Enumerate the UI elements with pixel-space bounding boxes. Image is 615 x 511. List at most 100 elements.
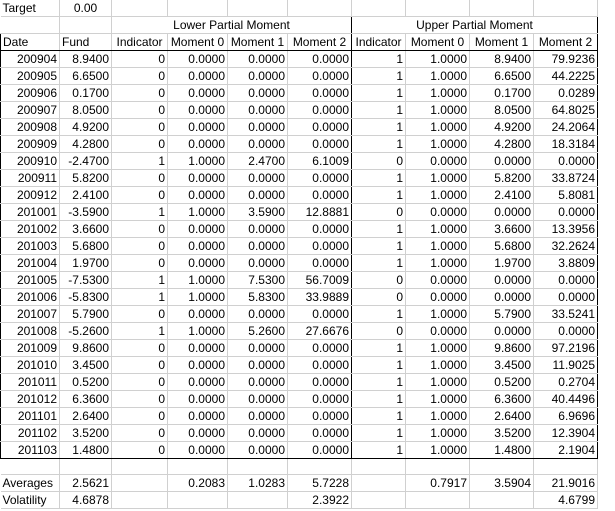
lpm-indicator-cell[interactable]: 0 bbox=[111, 84, 168, 102]
upm-moment-2-cell[interactable]: 5.8081 bbox=[533, 186, 598, 204]
fund-cell[interactable]: 0.5200 bbox=[59, 373, 112, 391]
upm-moment-0-cell[interactable]: 1.0000 bbox=[405, 169, 470, 187]
lpm-moment-0-cell[interactable]: 0.0000 bbox=[167, 441, 228, 459]
upm-moment-2-cell[interactable]: 11.9025 bbox=[533, 356, 598, 374]
fund-cell[interactable]: 8.9400 bbox=[59, 50, 112, 68]
fund-cell[interactable]: -5.8300 bbox=[59, 288, 112, 306]
lpm-indicator-cell[interactable]: 0 bbox=[111, 305, 168, 323]
lpm-moment-0-cell[interactable]: 0.0000 bbox=[167, 424, 228, 442]
date-cell[interactable]: 200906 bbox=[0, 84, 60, 102]
lpm-indicator-cell[interactable]: 1 bbox=[111, 322, 168, 340]
lpm-indicator-cell[interactable]: 0 bbox=[111, 356, 168, 374]
volatility-upm-moment-2-cell[interactable]: 4.6799 bbox=[533, 491, 598, 509]
lpm-indicator-cell[interactable]: 0 bbox=[111, 135, 168, 153]
date-cell[interactable]: 201103 bbox=[0, 441, 60, 459]
lpm-indicator-cell[interactable]: 0 bbox=[111, 50, 168, 68]
lpm-moment-1-cell[interactable]: 0.0000 bbox=[227, 118, 288, 136]
lpm-moment-1-cell[interactable]: 5.8300 bbox=[227, 288, 288, 306]
upm-moment-2-cell[interactable]: 12.3904 bbox=[533, 424, 598, 442]
empty-cell[interactable] bbox=[111, 0, 168, 17]
upm-moment-0-cell[interactable]: 1.0000 bbox=[405, 441, 470, 459]
lpm-moment-1-cell[interactable]: 2.4700 bbox=[227, 152, 288, 170]
upm-indicator-cell[interactable]: 1 bbox=[351, 390, 406, 408]
lpm-moment-2-cell[interactable]: 0.0000 bbox=[287, 135, 352, 153]
upm-moment-1-cell[interactable]: 8.9400 bbox=[469, 50, 534, 68]
date-cell[interactable]: 201101 bbox=[0, 407, 60, 425]
upm-moment-0-cell[interactable]: 1.0000 bbox=[405, 373, 470, 391]
upm-indicator-cell[interactable]: 1 bbox=[351, 424, 406, 442]
lpm-moment-1-cell[interactable]: 0.0000 bbox=[227, 254, 288, 272]
lpm-moment-1-cell[interactable]: 0.0000 bbox=[227, 441, 288, 459]
lpm-moment-2-cell[interactable]: 0.0000 bbox=[287, 254, 352, 272]
date-cell[interactable]: 201012 bbox=[0, 390, 60, 408]
upm-moment-2-cell[interactable]: 24.2064 bbox=[533, 118, 598, 136]
empty-cell[interactable] bbox=[287, 458, 352, 475]
empty-cell[interactable] bbox=[111, 474, 168, 492]
upm-moment-0-cell[interactable]: 1.0000 bbox=[405, 339, 470, 357]
lpm-moment-0-cell[interactable]: 0.0000 bbox=[167, 390, 228, 408]
upm-moment-2-cell[interactable]: 18.3184 bbox=[533, 135, 598, 153]
upm-moment-0-cell[interactable]: 1.0000 bbox=[405, 50, 470, 68]
lpm-moment-2-cell[interactable]: 0.0000 bbox=[287, 186, 352, 204]
upm-moment-0-cell[interactable]: 0.0000 bbox=[405, 271, 470, 289]
upm-moment-2-cell[interactable]: 0.0000 bbox=[533, 288, 598, 306]
upm-moment-1-cell[interactable]: 5.8200 bbox=[469, 169, 534, 187]
upm-moment-0-cell[interactable]: 1.0000 bbox=[405, 84, 470, 102]
empty-cell[interactable] bbox=[227, 491, 288, 509]
lpm-indicator-cell[interactable]: 0 bbox=[111, 373, 168, 391]
upm-moment-1-cell[interactable]: 0.0000 bbox=[469, 288, 534, 306]
date-cell[interactable]: 200905 bbox=[0, 67, 60, 85]
upper-partial-moment-group-header[interactable]: Upper Partial Moment bbox=[351, 16, 598, 34]
empty-cell[interactable] bbox=[351, 474, 406, 492]
lpm-moment-2-cell[interactable]: 0.0000 bbox=[287, 339, 352, 357]
upm-moment-1-cell[interactable]: 0.1700 bbox=[469, 84, 534, 102]
upm-indicator-cell[interactable]: 1 bbox=[351, 441, 406, 459]
date-cell[interactable]: 200907 bbox=[0, 101, 60, 119]
lpm-moment-1-cell[interactable]: 0.0000 bbox=[227, 373, 288, 391]
date-cell[interactable]: 201005 bbox=[0, 271, 60, 289]
date-column-header[interactable]: Date bbox=[0, 33, 60, 51]
date-cell[interactable]: 201008 bbox=[0, 322, 60, 340]
averages-upm-moment-0-cell[interactable]: 0.7917 bbox=[405, 474, 470, 492]
upm-moment-1-cell[interactable]: 3.4500 bbox=[469, 356, 534, 374]
fund-cell[interactable]: 0.1700 bbox=[59, 84, 112, 102]
lpm-moment-2-cell[interactable]: 0.0000 bbox=[287, 101, 352, 119]
empty-cell[interactable] bbox=[167, 458, 228, 475]
date-cell[interactable]: 201004 bbox=[0, 254, 60, 272]
upm-moment-2-cell[interactable]: 0.0289 bbox=[533, 84, 598, 102]
upm-indicator-cell[interactable]: 1 bbox=[351, 237, 406, 255]
fund-cell[interactable]: 3.4500 bbox=[59, 356, 112, 374]
lpm-moment-2-cell[interactable]: 0.0000 bbox=[287, 67, 352, 85]
lpm-moment-1-cell[interactable]: 0.0000 bbox=[227, 220, 288, 238]
upm-moment-2-cell[interactable]: 6.9696 bbox=[533, 407, 598, 425]
lpm-moment-2-cell[interactable]: 0.0000 bbox=[287, 169, 352, 187]
upm-moment-1-cell[interactable]: 5.7900 bbox=[469, 305, 534, 323]
lpm-moment-2-cell[interactable]: 0.0000 bbox=[287, 118, 352, 136]
lpm-moment-0-cell[interactable]: 1.0000 bbox=[167, 203, 228, 221]
upm-moment-2-cell[interactable]: 33.5241 bbox=[533, 305, 598, 323]
upm-indicator-cell[interactable]: 0 bbox=[351, 203, 406, 221]
date-cell[interactable]: 201102 bbox=[0, 424, 60, 442]
upm-moment-1-cell[interactable]: 2.6400 bbox=[469, 407, 534, 425]
upm-moment-0-cell[interactable]: 1.0000 bbox=[405, 135, 470, 153]
fund-cell[interactable]: 2.6400 bbox=[59, 407, 112, 425]
upm-moment-1-cell[interactable]: 0.0000 bbox=[469, 271, 534, 289]
lpm-moment-1-cell[interactable]: 0.0000 bbox=[227, 390, 288, 408]
lpm-indicator-cell[interactable]: 0 bbox=[111, 424, 168, 442]
volatility-fund-cell[interactable]: 4.6878 bbox=[59, 491, 112, 509]
upm-moment-1-cell[interactable]: 9.8600 bbox=[469, 339, 534, 357]
date-cell[interactable]: 200909 bbox=[0, 135, 60, 153]
lpm-moment-1-cell[interactable]: 0.0000 bbox=[227, 237, 288, 255]
lpm-indicator-cell[interactable]: 0 bbox=[111, 254, 168, 272]
lpm-moment-1-cell[interactable]: 0.0000 bbox=[227, 67, 288, 85]
date-cell[interactable]: 201001 bbox=[0, 203, 60, 221]
upm-indicator-column-header[interactable]: Indicator bbox=[351, 33, 406, 51]
empty-cell[interactable] bbox=[351, 0, 406, 17]
fund-cell[interactable]: -7.5300 bbox=[59, 271, 112, 289]
empty-cell[interactable] bbox=[351, 491, 406, 509]
lpm-indicator-cell[interactable]: 0 bbox=[111, 407, 168, 425]
fund-cell[interactable]: 9.8600 bbox=[59, 339, 112, 357]
lpm-moment-1-cell[interactable]: 0.0000 bbox=[227, 305, 288, 323]
lpm-indicator-cell[interactable]: 0 bbox=[111, 390, 168, 408]
fund-cell[interactable]: 1.4800 bbox=[59, 441, 112, 459]
